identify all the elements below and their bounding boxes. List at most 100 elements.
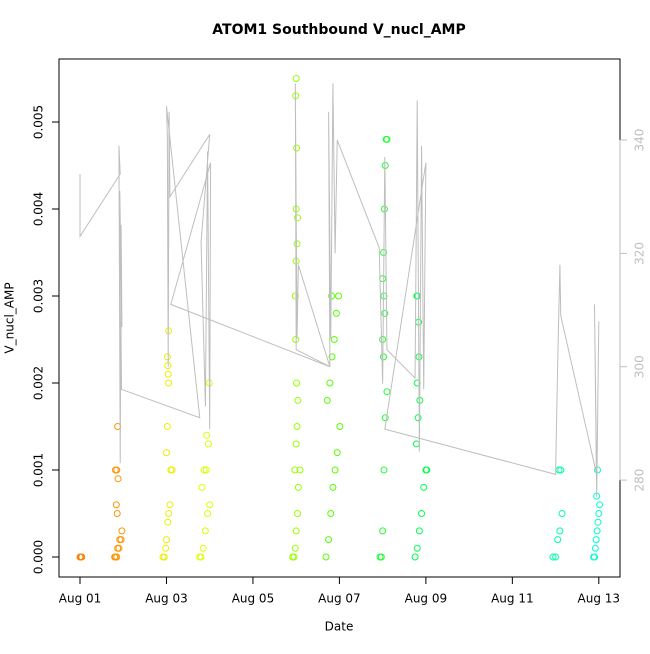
point bbox=[420, 483, 428, 491]
point bbox=[291, 292, 299, 300]
point bbox=[201, 527, 209, 535]
x-tick-label: Aug 05 bbox=[232, 592, 275, 606]
point bbox=[418, 509, 426, 517]
point bbox=[165, 509, 173, 517]
point bbox=[78, 553, 86, 561]
point bbox=[117, 536, 125, 544]
y2-line bbox=[79, 83, 600, 498]
x-tick-label: Aug 11 bbox=[491, 592, 534, 606]
point bbox=[413, 544, 421, 552]
point bbox=[379, 275, 387, 283]
y-axis-label: V_nucl_AMP bbox=[3, 282, 17, 353]
point bbox=[322, 553, 330, 561]
x-tick-label: Aug 13 bbox=[578, 592, 621, 606]
point bbox=[333, 449, 341, 457]
point bbox=[291, 544, 299, 552]
point bbox=[377, 553, 385, 561]
point bbox=[292, 527, 300, 535]
point bbox=[164, 370, 172, 378]
point bbox=[379, 527, 387, 535]
point bbox=[206, 501, 214, 509]
point bbox=[383, 388, 391, 396]
y-tick-label: 0.000 bbox=[32, 540, 46, 574]
point bbox=[380, 353, 388, 361]
point bbox=[202, 466, 210, 474]
point bbox=[332, 309, 340, 317]
point bbox=[198, 483, 206, 491]
point bbox=[595, 509, 603, 517]
point bbox=[293, 144, 301, 152]
chart-title: ATOM1 Southbound V_nucl_AMP bbox=[212, 22, 465, 38]
point bbox=[381, 309, 389, 317]
point bbox=[113, 553, 121, 561]
point bbox=[292, 74, 300, 82]
y-tick-label: 0.002 bbox=[32, 366, 46, 400]
plot-frame bbox=[58, 58, 621, 578]
point bbox=[112, 501, 120, 509]
point bbox=[594, 518, 602, 526]
point bbox=[290, 553, 298, 561]
point bbox=[162, 449, 170, 457]
point bbox=[113, 466, 121, 474]
point bbox=[165, 379, 173, 387]
point bbox=[292, 440, 300, 448]
point bbox=[113, 509, 121, 517]
y-tick-label: 0.001 bbox=[32, 453, 46, 487]
point bbox=[549, 553, 557, 561]
point bbox=[293, 214, 301, 222]
point bbox=[325, 536, 333, 544]
point bbox=[200, 466, 208, 474]
point bbox=[114, 475, 122, 483]
point bbox=[557, 466, 565, 474]
point bbox=[291, 466, 299, 474]
point bbox=[162, 544, 170, 552]
point bbox=[552, 553, 560, 561]
point bbox=[554, 536, 562, 544]
y2-tick-label: 320 bbox=[633, 242, 647, 265]
point bbox=[381, 414, 389, 422]
point bbox=[162, 536, 170, 544]
point bbox=[415, 527, 423, 535]
point bbox=[411, 553, 419, 561]
point bbox=[336, 422, 344, 430]
x-axis-label: Date bbox=[325, 620, 354, 634]
point bbox=[163, 353, 171, 361]
point bbox=[593, 527, 601, 535]
x-tick-label: Aug 07 bbox=[318, 592, 361, 606]
point bbox=[294, 396, 302, 404]
point bbox=[160, 553, 168, 561]
point bbox=[166, 501, 174, 509]
point bbox=[293, 422, 301, 430]
point bbox=[414, 414, 422, 422]
point bbox=[423, 466, 431, 474]
point bbox=[331, 466, 339, 474]
x-tick-label: Aug 03 bbox=[145, 592, 188, 606]
point bbox=[330, 335, 338, 343]
point bbox=[294, 483, 302, 491]
point bbox=[296, 466, 304, 474]
y2-tick-label: 300 bbox=[633, 355, 647, 378]
point bbox=[199, 544, 207, 552]
x-tick-label: Aug 01 bbox=[59, 592, 102, 606]
point bbox=[335, 292, 343, 300]
point bbox=[590, 553, 598, 561]
point bbox=[383, 135, 391, 143]
y-tick-label: 0.004 bbox=[32, 192, 46, 226]
point bbox=[293, 509, 301, 517]
point bbox=[326, 379, 334, 387]
point bbox=[293, 240, 301, 248]
point bbox=[293, 379, 301, 387]
point bbox=[380, 466, 388, 474]
point bbox=[204, 509, 212, 517]
point bbox=[163, 422, 171, 430]
point bbox=[596, 501, 604, 509]
point bbox=[323, 396, 331, 404]
point bbox=[591, 544, 599, 552]
point bbox=[115, 544, 123, 552]
y2-tick-label: 280 bbox=[633, 469, 647, 492]
point bbox=[558, 509, 566, 517]
point bbox=[204, 440, 212, 448]
x-tick-label: Aug 09 bbox=[405, 592, 448, 606]
y-tick-label: 0.003 bbox=[32, 279, 46, 313]
